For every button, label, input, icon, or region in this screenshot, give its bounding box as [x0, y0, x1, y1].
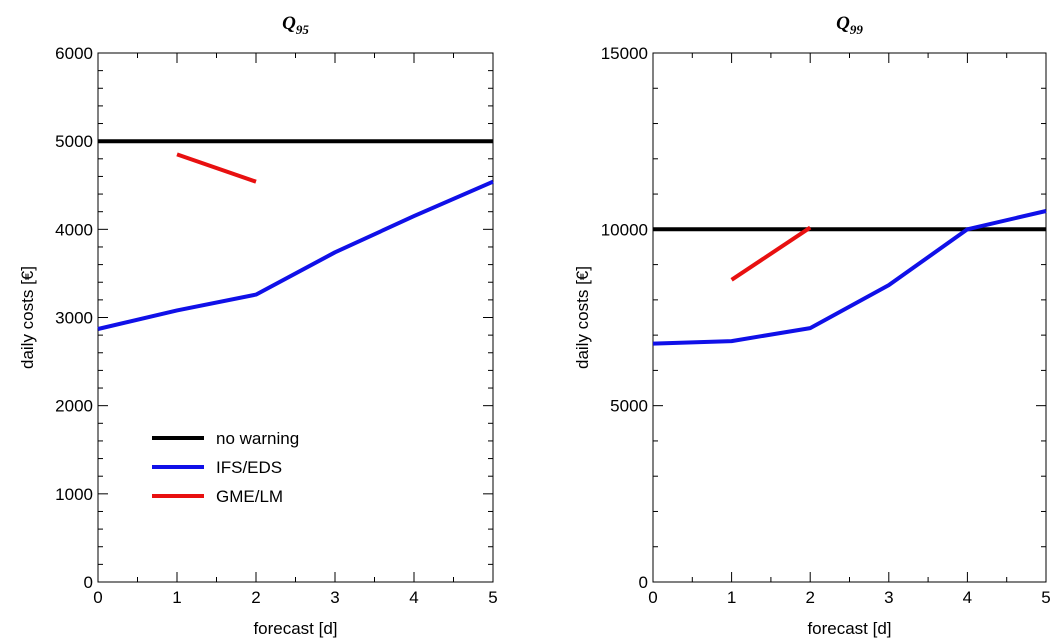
- y-tick-label: 10000: [601, 220, 648, 239]
- x-tick-label: 3: [330, 588, 339, 607]
- title-subscript: 95: [296, 22, 310, 37]
- series-line-gme-lm: [730, 225, 812, 282]
- y-tick-label: 6000: [55, 44, 93, 63]
- y-tick-label: 0: [84, 573, 93, 592]
- x-tick-label: 0: [648, 588, 657, 607]
- legend-label: IFS/EDS: [216, 458, 282, 477]
- y-tick-label: 3000: [55, 309, 93, 328]
- plot-frame: [652, 52, 1047, 583]
- y-tick-label: 5000: [55, 132, 93, 151]
- panel-2: 0 1 2 3 4 5 0 5000 10000 15000 forecast [d] daily c…: [573, 13, 1051, 638]
- series-line-gme-lm: [176, 152, 257, 184]
- panel-title: Q95: [282, 13, 309, 37]
- legend-label: GME/LM: [216, 487, 283, 506]
- x-tick-label: 0: [93, 588, 102, 607]
- plot-frame: [97, 52, 494, 583]
- legend: no warning IFS/EDS GME/LM: [152, 429, 299, 506]
- y-tick-label: 15000: [601, 44, 648, 63]
- y-tick-label: 0: [639, 573, 648, 592]
- x-tick-label: 4: [963, 588, 972, 607]
- panel-title: Q99: [836, 13, 863, 37]
- x-tick-label: 1: [727, 588, 736, 607]
- x-tick-label: 2: [805, 588, 814, 607]
- title-main: Q: [282, 13, 296, 34]
- series-line-ifs-eds: [97, 179, 494, 331]
- x-axis-label: forecast [d]: [253, 619, 337, 638]
- y-tick-label: 1000: [55, 485, 93, 504]
- y-axis-label: daily costs [€]: [573, 266, 592, 369]
- x-tick-label: 3: [884, 588, 893, 607]
- x-tick-label: 2: [251, 588, 260, 607]
- panel-1: 0 1 2 3 4 5 0 1000 2000 3000 4000 5000 6000 forecast …: [18, 13, 498, 638]
- series-line-ifs-eds: [652, 209, 1047, 346]
- y-tick-label: 4000: [55, 220, 93, 239]
- y-tick-label: 2000: [55, 397, 93, 416]
- y-axis-label: daily costs [€]: [18, 266, 37, 369]
- legend-label: no warning: [216, 429, 299, 448]
- x-axis-label: forecast [d]: [807, 619, 891, 638]
- x-tick-label: 5: [488, 588, 497, 607]
- x-tick-label: 1: [172, 588, 181, 607]
- x-tick-label: 4: [409, 588, 418, 607]
- x-tick-label: 5: [1041, 588, 1050, 607]
- title-subscript: 99: [850, 22, 864, 37]
- y-tick-label: 5000: [610, 397, 648, 416]
- title-main: Q: [836, 13, 850, 34]
